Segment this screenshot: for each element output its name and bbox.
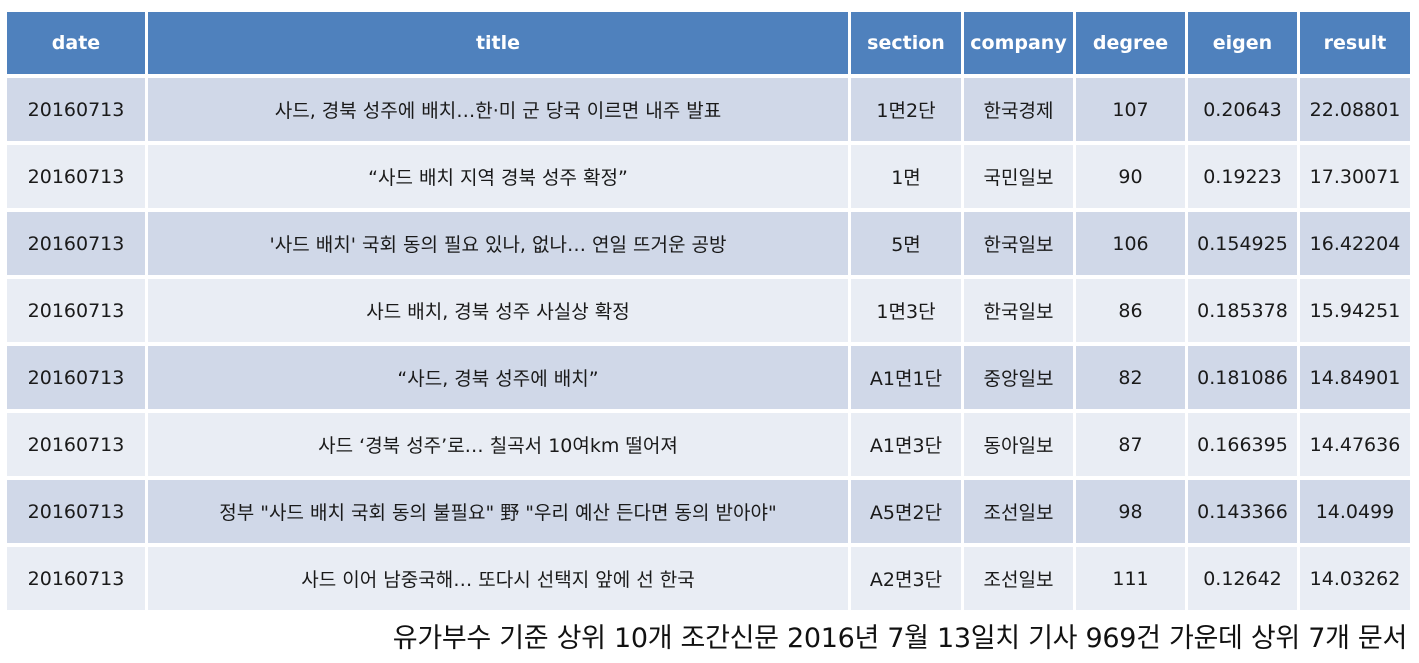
table-row: 20160713 사드, 경북 성주에 배치…한·미 군 당국 이르면 내주 발…	[7, 78, 1410, 145]
cell-date: 20160713	[7, 212, 148, 279]
cell-section: 1면	[851, 145, 964, 212]
header-degree: degree	[1076, 12, 1188, 78]
cell-section: A1면1단	[851, 346, 964, 413]
cell-title: 사드 ‘경북 성주’로… 칠곡서 10여km 떨어져	[148, 413, 851, 480]
cell-company: 국민일보	[964, 145, 1076, 212]
cell-date: 20160713	[7, 547, 148, 610]
cell-eigen: 0.166395	[1188, 413, 1300, 480]
cell-section: 1면2단	[851, 78, 964, 145]
cell-degree: 106	[1076, 212, 1188, 279]
header-company: company	[964, 12, 1076, 78]
cell-degree: 86	[1076, 279, 1188, 346]
cell-title: 사드 배치, 경북 성주 사실상 확정	[148, 279, 851, 346]
cell-eigen: 0.20643	[1188, 78, 1300, 145]
cell-date: 20160713	[7, 145, 148, 212]
news-table: date title section company degree eigen …	[7, 12, 1410, 610]
header-result: result	[1300, 12, 1410, 78]
cell-eigen: 0.19223	[1188, 145, 1300, 212]
cell-company: 한국경제	[964, 78, 1076, 145]
cell-eigen: 0.181086	[1188, 346, 1300, 413]
cell-eigen: 0.12642	[1188, 547, 1300, 610]
table-row: 20160713 사드 배치, 경북 성주 사실상 확정 1면3단 한국일보 8…	[7, 279, 1410, 346]
cell-title: '사드 배치' 국회 동의 필요 있나, 없나… 연일 뜨거운 공방	[148, 212, 851, 279]
cell-date: 20160713	[7, 78, 148, 145]
cell-result: 14.47636	[1300, 413, 1410, 480]
cell-section: 1면3단	[851, 279, 964, 346]
cell-result: 15.94251	[1300, 279, 1410, 346]
cell-result: 14.84901	[1300, 346, 1410, 413]
table-row: 20160713 사드 이어 남중국해… 또다시 선택지 앞에 선 한국 A2면…	[7, 547, 1410, 610]
header-eigen: eigen	[1188, 12, 1300, 78]
cell-degree: 111	[1076, 547, 1188, 610]
cell-company: 조선일보	[964, 547, 1076, 610]
header-row: date title section company degree eigen …	[7, 12, 1410, 78]
cell-company: 한국일보	[964, 279, 1076, 346]
cell-title: 정부 "사드 배치 국회 동의 불필요" 野 "우리 예산 든다면 동의 받아야…	[148, 480, 851, 547]
cell-degree: 82	[1076, 346, 1188, 413]
cell-title: 사드 이어 남중국해… 또다시 선택지 앞에 선 한국	[148, 547, 851, 610]
cell-company: 동아일보	[964, 413, 1076, 480]
cell-result: 14.03262	[1300, 547, 1410, 610]
header-section: section	[851, 12, 964, 78]
cell-title: “사드, 경북 성주에 배치”	[148, 346, 851, 413]
cell-title: “사드 배치 지역 경북 성주 확정”	[148, 145, 851, 212]
cell-date: 20160713	[7, 413, 148, 480]
table-row: 20160713 “사드 배치 지역 경북 성주 확정” 1면 국민일보 90 …	[7, 145, 1410, 212]
table-row: 20160713 사드 ‘경북 성주’로… 칠곡서 10여km 떨어져 A1면3…	[7, 413, 1410, 480]
cell-result: 16.42204	[1300, 212, 1410, 279]
cell-date: 20160713	[7, 480, 148, 547]
cell-eigen: 0.143366	[1188, 480, 1300, 547]
cell-eigen: 0.185378	[1188, 279, 1300, 346]
cell-company: 중앙일보	[964, 346, 1076, 413]
cell-title: 사드, 경북 성주에 배치…한·미 군 당국 이르면 내주 발표	[148, 78, 851, 145]
table-row: 20160713 '사드 배치' 국회 동의 필요 있나, 없나… 연일 뜨거운…	[7, 212, 1410, 279]
cell-result: 14.0499	[1300, 480, 1410, 547]
cell-degree: 90	[1076, 145, 1188, 212]
cell-result: 22.08801	[1300, 78, 1410, 145]
cell-date: 20160713	[7, 346, 148, 413]
cell-section: 5면	[851, 212, 964, 279]
cell-company: 한국일보	[964, 212, 1076, 279]
table-row: 20160713 “사드, 경북 성주에 배치” A1면1단 중앙일보 82 0…	[7, 346, 1410, 413]
table-row: 20160713 정부 "사드 배치 국회 동의 불필요" 野 "우리 예산 든…	[7, 480, 1410, 547]
cell-section: A5면2단	[851, 480, 964, 547]
cell-section: A2면3단	[851, 547, 964, 610]
cell-degree: 87	[1076, 413, 1188, 480]
cell-degree: 98	[1076, 480, 1188, 547]
header-title: title	[148, 12, 851, 78]
cell-result: 17.30071	[1300, 145, 1410, 212]
cell-degree: 107	[1076, 78, 1188, 145]
cell-company: 조선일보	[964, 480, 1076, 547]
table-caption: 유가부수 기준 상위 10개 조간신문 2016년 7월 13일치 기사 969…	[392, 623, 1408, 654]
cell-section: A1면3단	[851, 413, 964, 480]
header-date: date	[7, 12, 148, 78]
cell-date: 20160713	[7, 279, 148, 346]
cell-eigen: 0.154925	[1188, 212, 1300, 279]
